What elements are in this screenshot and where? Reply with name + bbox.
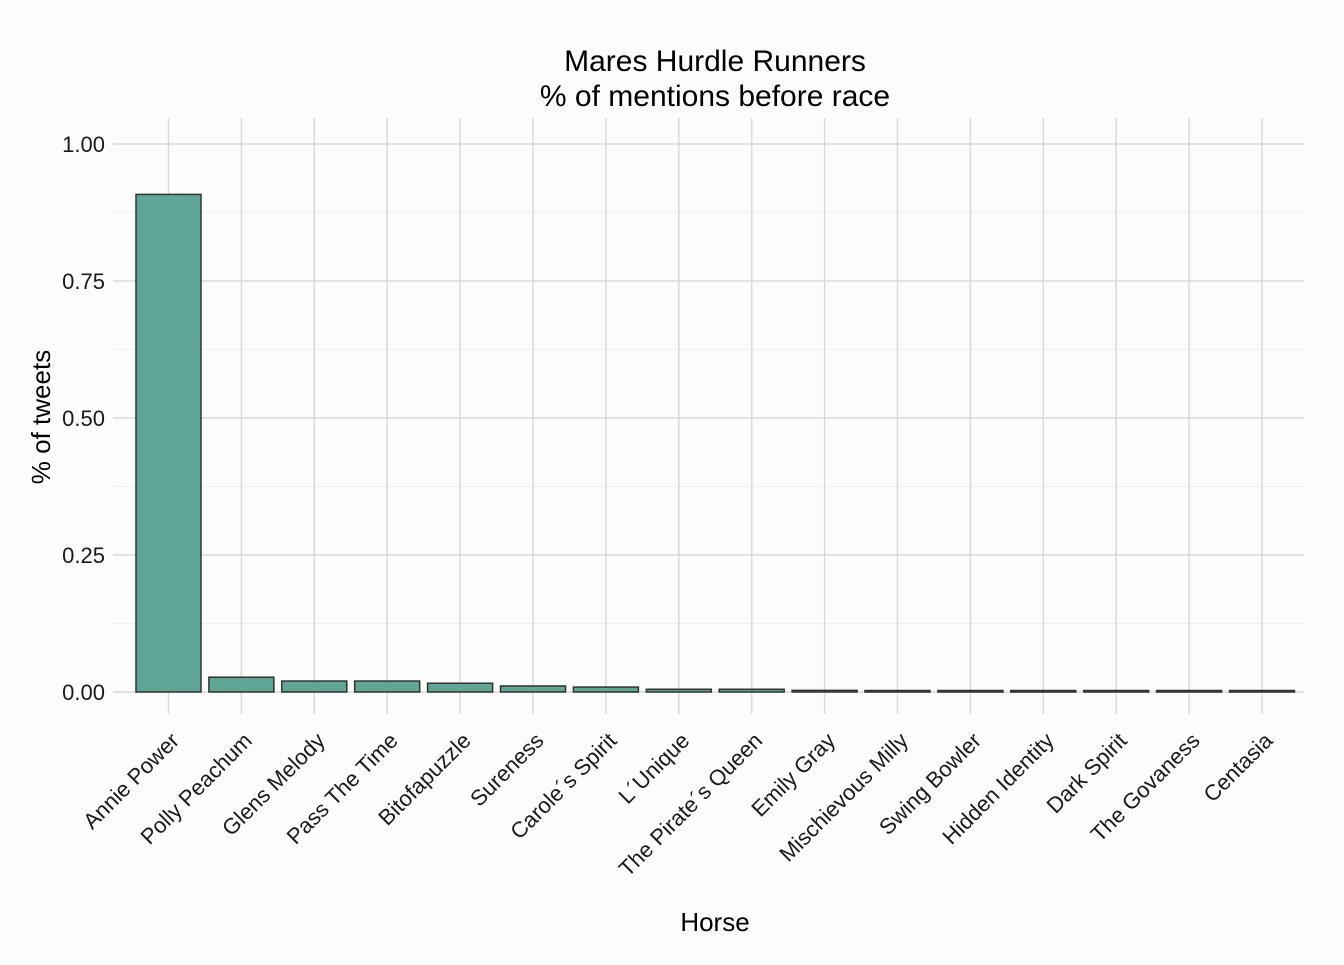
bar xyxy=(281,680,348,693)
bar xyxy=(1082,689,1150,693)
y-tick-label: 0.50 xyxy=(62,406,105,431)
bar xyxy=(1228,689,1296,693)
bar xyxy=(499,685,567,693)
x-tick-label: Mischievous Milly xyxy=(774,728,913,867)
bar xyxy=(135,193,202,693)
y-tick-label: 0.75 xyxy=(62,269,105,294)
bar xyxy=(1155,689,1223,693)
x-axis-title: Horse xyxy=(680,907,749,937)
x-tick-label: Centasia xyxy=(1198,727,1278,807)
x-tick-label: The Pirate´s Queen xyxy=(614,728,767,881)
bar xyxy=(718,688,785,693)
bar xyxy=(864,689,931,693)
bar xyxy=(791,689,858,693)
bars xyxy=(135,193,1296,693)
bar xyxy=(645,688,713,693)
y-axis-title: % of tweets xyxy=(26,350,56,484)
bar xyxy=(353,680,421,693)
y-tick-label: 1.00 xyxy=(62,132,105,157)
bar xyxy=(426,682,494,693)
grid-lines xyxy=(113,118,1304,714)
y-axis: 0.00 0.25 0.50 0.75 1.00 xyxy=(62,132,105,705)
chart-title: Mares Hurdle Runners xyxy=(564,45,866,78)
bar xyxy=(937,689,1004,693)
bar xyxy=(572,686,640,693)
bar xyxy=(208,676,275,693)
chart-subtitle: % of mentions before race xyxy=(540,80,890,113)
bar xyxy=(1010,689,1077,693)
y-tick-label: 0.25 xyxy=(62,543,105,568)
y-tick-label: 0.00 xyxy=(62,680,105,705)
